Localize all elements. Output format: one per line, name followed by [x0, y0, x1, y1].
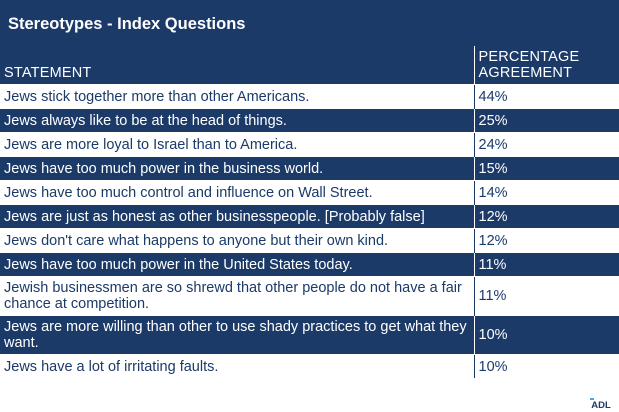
table-row: Jews stick together more than other Amer… — [0, 83, 619, 108]
percentage-cell: 12% — [473, 227, 619, 252]
title-bar: Stereotypes - Index Questions — [0, 0, 619, 46]
table-row: Jews don't care what happens to anyone b… — [0, 227, 619, 252]
table-row: Jews are more loyal to Israel than to Am… — [0, 131, 619, 156]
percentage-cell: 24% — [473, 131, 619, 156]
percentage-cell: 11% — [473, 251, 619, 276]
statement-cell: Jews have a lot of irritating faults. — [0, 353, 474, 378]
percentage-cell: 10% — [473, 314, 619, 354]
column-header-percentage: PERCENTAGE AGREEMENT — [473, 46, 619, 84]
table-header-row: STATEMENT PERCENTAGE AGREEMENT — [0, 46, 619, 84]
statement-cell: Jews always like to be at the head of th… — [0, 107, 474, 132]
percentage-cell: 11% — [473, 275, 619, 315]
statement-cell: Jews are more loyal to Israel than to Am… — [0, 131, 474, 156]
table-row: Jews have too much control and influence… — [0, 179, 619, 204]
statement-cell: Jews have too much power in the business… — [0, 155, 474, 180]
statement-cell: Jews don't care what happens to anyone b… — [0, 227, 474, 252]
adl-logo: ADL — [590, 398, 611, 409]
statement-cell: Jews have too much power in the United S… — [0, 251, 474, 276]
logo-text: ADL — [591, 400, 611, 409]
statement-cell: Jews are just as honest as other busines… — [0, 203, 474, 228]
logo-accent-mark — [590, 398, 594, 400]
percentage-cell: 10% — [473, 353, 619, 378]
percentage-cell: 14% — [473, 179, 619, 204]
statement-cell: Jews stick together more than other Amer… — [0, 83, 474, 108]
stereotypes-table: STATEMENT PERCENTAGE AGREEMENT Jews stic… — [0, 46, 619, 378]
statement-cell: Jewish businessmen are so shrewd that ot… — [0, 275, 474, 315]
percentage-cell: 25% — [473, 107, 619, 132]
table-row: Jews always like to be at the head of th… — [0, 107, 619, 132]
percentage-cell: 44% — [473, 83, 619, 108]
percentage-cell: 12% — [473, 203, 619, 228]
percentage-cell: 15% — [473, 155, 619, 180]
page-title: Stereotypes - Index Questions — [8, 15, 246, 33]
statement-cell: Jews are more willing than other to use … — [0, 314, 474, 354]
column-header-statement: STATEMENT — [0, 46, 474, 84]
table-row: Jewish businessmen are so shrewd that ot… — [0, 275, 619, 315]
table-row: Jews have too much power in the business… — [0, 155, 619, 180]
table-row: Jews have too much power in the United S… — [0, 251, 619, 276]
table-row: Jews have a lot of irritating faults. 10… — [0, 353, 619, 378]
table-row: Jews are more willing than other to use … — [0, 314, 619, 354]
table-row: Jews are just as honest as other busines… — [0, 203, 619, 228]
statement-cell: Jews have too much control and influence… — [0, 179, 474, 204]
